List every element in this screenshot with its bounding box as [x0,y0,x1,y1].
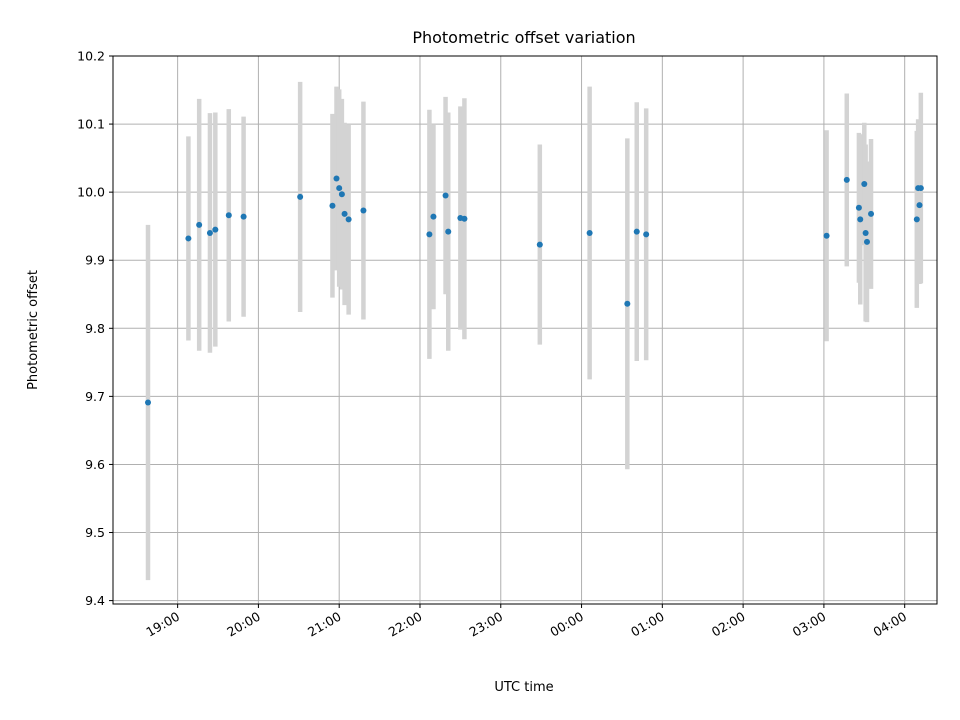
data-point [145,399,152,406]
data-point [861,180,868,187]
y-tick-label: 9.7 [85,389,105,404]
chart-title: Photometric offset variation [412,28,635,47]
data-point [863,238,870,245]
y-axis-ticks: 9.4 9.5 9.6 9.7 9.8 9.9 10.0 10.1 10.2 [77,49,113,608]
data-point [445,228,452,235]
data-point [855,204,862,211]
data-point [442,192,449,199]
data-point [225,212,232,219]
data-point [536,241,543,248]
data-point [913,216,920,223]
data-point [916,202,923,209]
data-point [329,202,336,209]
data-points [145,175,924,406]
y-tick-label: 9.9 [85,253,105,268]
data-point [461,215,468,222]
y-tick-label: 9.8 [85,321,105,336]
y-tick-label: 9.5 [85,525,105,540]
data-point [868,210,875,217]
data-point [823,232,830,239]
data-point [586,229,593,236]
data-point [360,207,367,214]
data-point [333,175,340,182]
data-point [426,231,433,238]
y-axis-label: Photometric offset [26,270,41,390]
data-point [862,229,869,236]
data-point [196,221,203,228]
data-point [341,210,348,217]
data-point [917,185,924,192]
y-tick-label: 9.4 [85,593,105,608]
data-point [185,235,192,242]
y-tick-label: 10.2 [77,49,105,64]
data-point [633,228,640,235]
data-point [336,185,343,192]
y-tick-label: 10.0 [77,185,105,200]
data-point [212,226,219,233]
data-point [345,216,352,223]
data-point [206,229,213,236]
data-point [843,176,850,183]
data-point [624,300,631,307]
y-tick-label: 9.6 [85,457,105,472]
data-point [297,193,304,200]
x-axis-label: UTC time [494,680,553,695]
data-point [857,216,864,223]
data-point [338,191,345,198]
y-tick-label: 10.1 [77,117,105,132]
data-point [643,231,650,238]
plot-frame [112,55,938,605]
data-point [240,213,247,220]
data-point [430,213,437,220]
